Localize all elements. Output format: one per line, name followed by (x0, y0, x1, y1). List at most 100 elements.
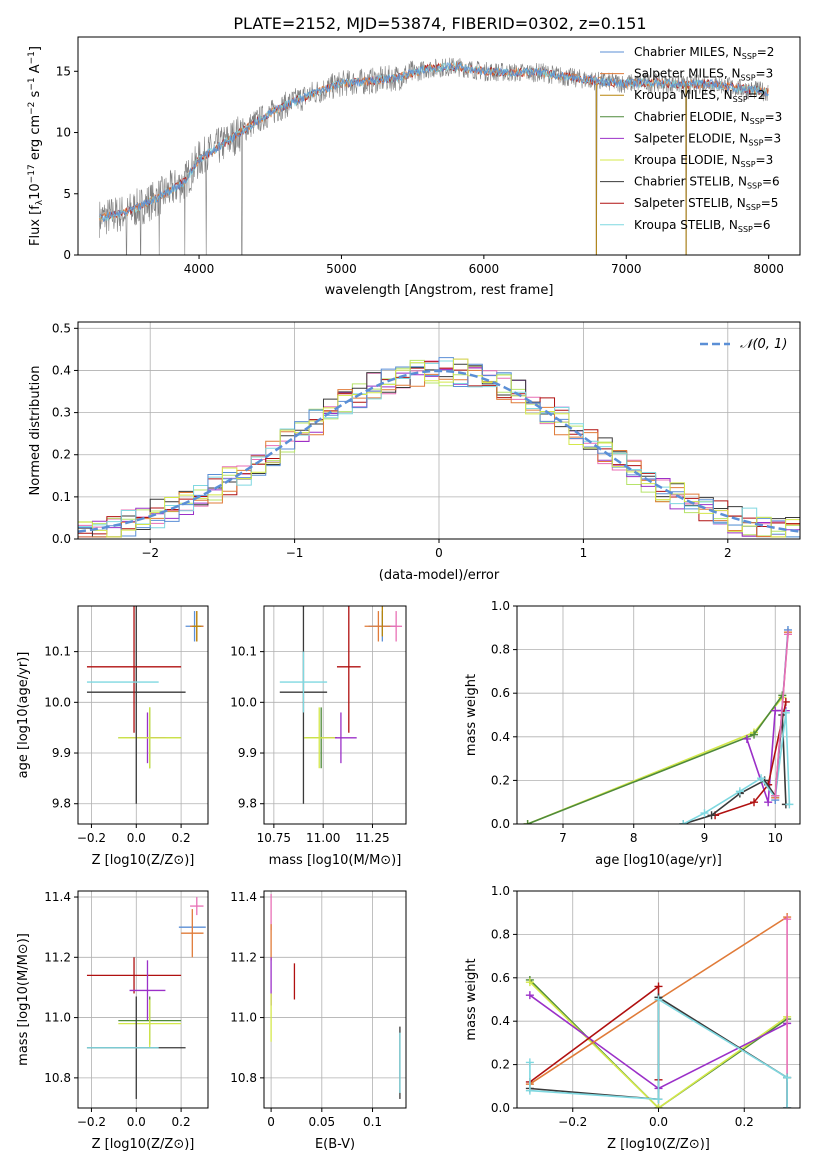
tick-label-y: 10.0 (44, 695, 71, 709)
errorbar-point (190, 897, 204, 916)
tick-label-y: 0.3 (52, 406, 71, 420)
histogram-group (78, 357, 800, 539)
errorbar-point (86, 606, 186, 804)
weight-marker (707, 811, 716, 820)
legend-entry: Salpeter MILES, NSSP=3 (634, 67, 773, 83)
tick-label-y: 10 (56, 126, 71, 140)
tick-label-x: 10.75 (257, 831, 291, 845)
tick-label-y: 10.1 (44, 645, 71, 659)
tick-label-x: −2 (141, 546, 159, 560)
axes-frame (516, 890, 801, 1109)
axes-mass_vs_Z: −0.2 0.0 0.2 10.8 11.0 11.2 11.4 (44, 890, 208, 1129)
tick-label-y: 0.4 (491, 1014, 510, 1028)
weight-line (714, 701, 787, 817)
ylabel-age_vs_Z: age [log10(age/yr)] (16, 652, 31, 779)
tick-label-x: 11.25 (355, 831, 389, 845)
histogram-step (78, 369, 800, 539)
errorbar-point (390, 611, 403, 642)
ylabel-weight_vs_age: mass weight (464, 674, 479, 756)
residuals-legend: 𝒩(0, 1) (700, 337, 787, 352)
spectrum-xlabel: wavelength [Angstrom, rest frame] (325, 283, 554, 298)
legend-entry: Chabrier ELODIE, NSSP=3 (634, 110, 782, 126)
axes-frame (263, 890, 407, 1109)
tick-label-y: 11.0 (230, 1011, 257, 1025)
histogram-step (78, 358, 800, 539)
axes-frame (77, 36, 801, 256)
weight-marker (771, 706, 780, 715)
errorbars-age_vs_Z (86, 606, 204, 804)
ylabel-mass_vs_Z: mass [log10(M/M⊙)] (16, 933, 31, 1066)
axes-spectrum: 4000 5000 6000 7000 8000 0 5 10 15 (56, 64, 784, 276)
weight-line (529, 998, 788, 1108)
tick-label-x: 4000 (184, 262, 215, 276)
residuals-xlabel: (data-model)/error (379, 568, 500, 583)
errorbars-mass_vs_Z (86, 897, 206, 1099)
legend-entry: Kroupa MILES, NSSP=2 (634, 88, 765, 104)
errorbar-point (303, 707, 335, 769)
weight-line (529, 979, 788, 1108)
xlabel-weight_vs_Z: Z [log10(Z/Z⊙)] (607, 1137, 710, 1152)
weight-marker (750, 798, 759, 807)
tick-label-x: 7 (559, 831, 567, 845)
tick-label-y: 9.8 (52, 797, 71, 811)
tick-label-x: 2 (724, 546, 732, 560)
axes-frame (77, 605, 209, 825)
legend-entry: 𝒩(0, 1) (740, 337, 787, 352)
errorbar-point (86, 606, 182, 733)
tick-label-y: 10.8 (44, 1071, 71, 1085)
legend-entry: Salpeter ELODIE, NSSP=3 (634, 131, 781, 147)
xlabel-age_vs_mass: mass [log10(M/M⊙)] (269, 853, 402, 868)
xlabel-mass_vs_Z: Z [log10(Z/Z⊙)] (92, 1137, 195, 1152)
weight-marker (783, 630, 792, 639)
tick-label-x: 10 (768, 831, 783, 845)
errorbar-point (364, 611, 393, 642)
tick-label-y: 10.1 (230, 645, 257, 659)
tick-label-y: 9.8 (238, 797, 257, 811)
tick-label-y: 0.4 (52, 363, 71, 377)
tick-label-x: 1 (580, 546, 588, 560)
ylabel-weight_vs_Z: mass weight (464, 958, 479, 1040)
tick-label-y: 9.9 (238, 746, 257, 760)
weight-marker (735, 787, 744, 796)
tick-label-x: 0.0 (649, 1115, 668, 1129)
tick-label-y: 10.8 (230, 1071, 257, 1085)
tick-label-x: 0.05 (308, 1115, 335, 1129)
tick-label-x: 0.2 (172, 831, 191, 845)
tick-label-y: 11.0 (44, 1011, 71, 1025)
tick-label-x: 0 (435, 546, 443, 560)
spectrum-lines (99, 57, 769, 255)
axes-age_vs_Z: −0.2 0.0 0.2 9.8 9.9 10.0 10.1 (44, 606, 208, 845)
weight-marker (525, 1086, 534, 1095)
weight-marker (742, 734, 751, 743)
tick-label-x: 6000 (469, 262, 500, 276)
tick-label-y: 11.2 (230, 950, 257, 964)
weight-marker (525, 978, 534, 987)
weight-marker (654, 1104, 663, 1108)
tick-label-x: 0.0 (127, 1115, 146, 1129)
tick-label-y: 0.6 (491, 971, 510, 985)
axes-frame (77, 321, 801, 540)
legend-entry: Salpeter STELIB, NSSP=5 (634, 196, 778, 212)
spectrum-ylabel: Flux [fλ10−17 erg cm−2 s−1 A−1] (27, 46, 45, 246)
legend-entry: Chabrier MILES, NSSP=2 (634, 45, 774, 61)
tick-label-y: 0.2 (491, 773, 510, 787)
tick-label-y: 0.8 (491, 927, 510, 941)
xlabel-weight_vs_age: age [log10(age/yr)] (595, 853, 722, 868)
legend-entry: Kroupa ELODIE, NSSP=3 (634, 153, 773, 169)
errorbar-point (181, 909, 204, 958)
page-title: PLATE=2152, MJD=53874, FIBERID=0302, z=0… (233, 14, 646, 33)
normal-curve (78, 369, 800, 533)
tick-label-y: 0.0 (491, 817, 510, 831)
axes-weight_vs_age: 7 8 9 10 0.0 0.2 0.4 0.6 0.8 1.0 (491, 599, 800, 845)
residuals-ylabel: Normed distribution (28, 366, 43, 496)
errorbar-point (86, 957, 182, 994)
tick-label-x: −0.2 (558, 1115, 587, 1129)
errorbars-mass_vs_ebv (270, 894, 401, 1099)
tick-label-y: 9.9 (52, 746, 71, 760)
weight-marker (764, 798, 773, 807)
axes-age_vs_mass: 10.75 11.00 11.25 9.8 9.9 10.0 10.1 (230, 606, 406, 845)
tick-label-x: 0.1 (363, 1115, 382, 1129)
errorbar-point (129, 960, 166, 1021)
axes-frame (516, 605, 801, 825)
